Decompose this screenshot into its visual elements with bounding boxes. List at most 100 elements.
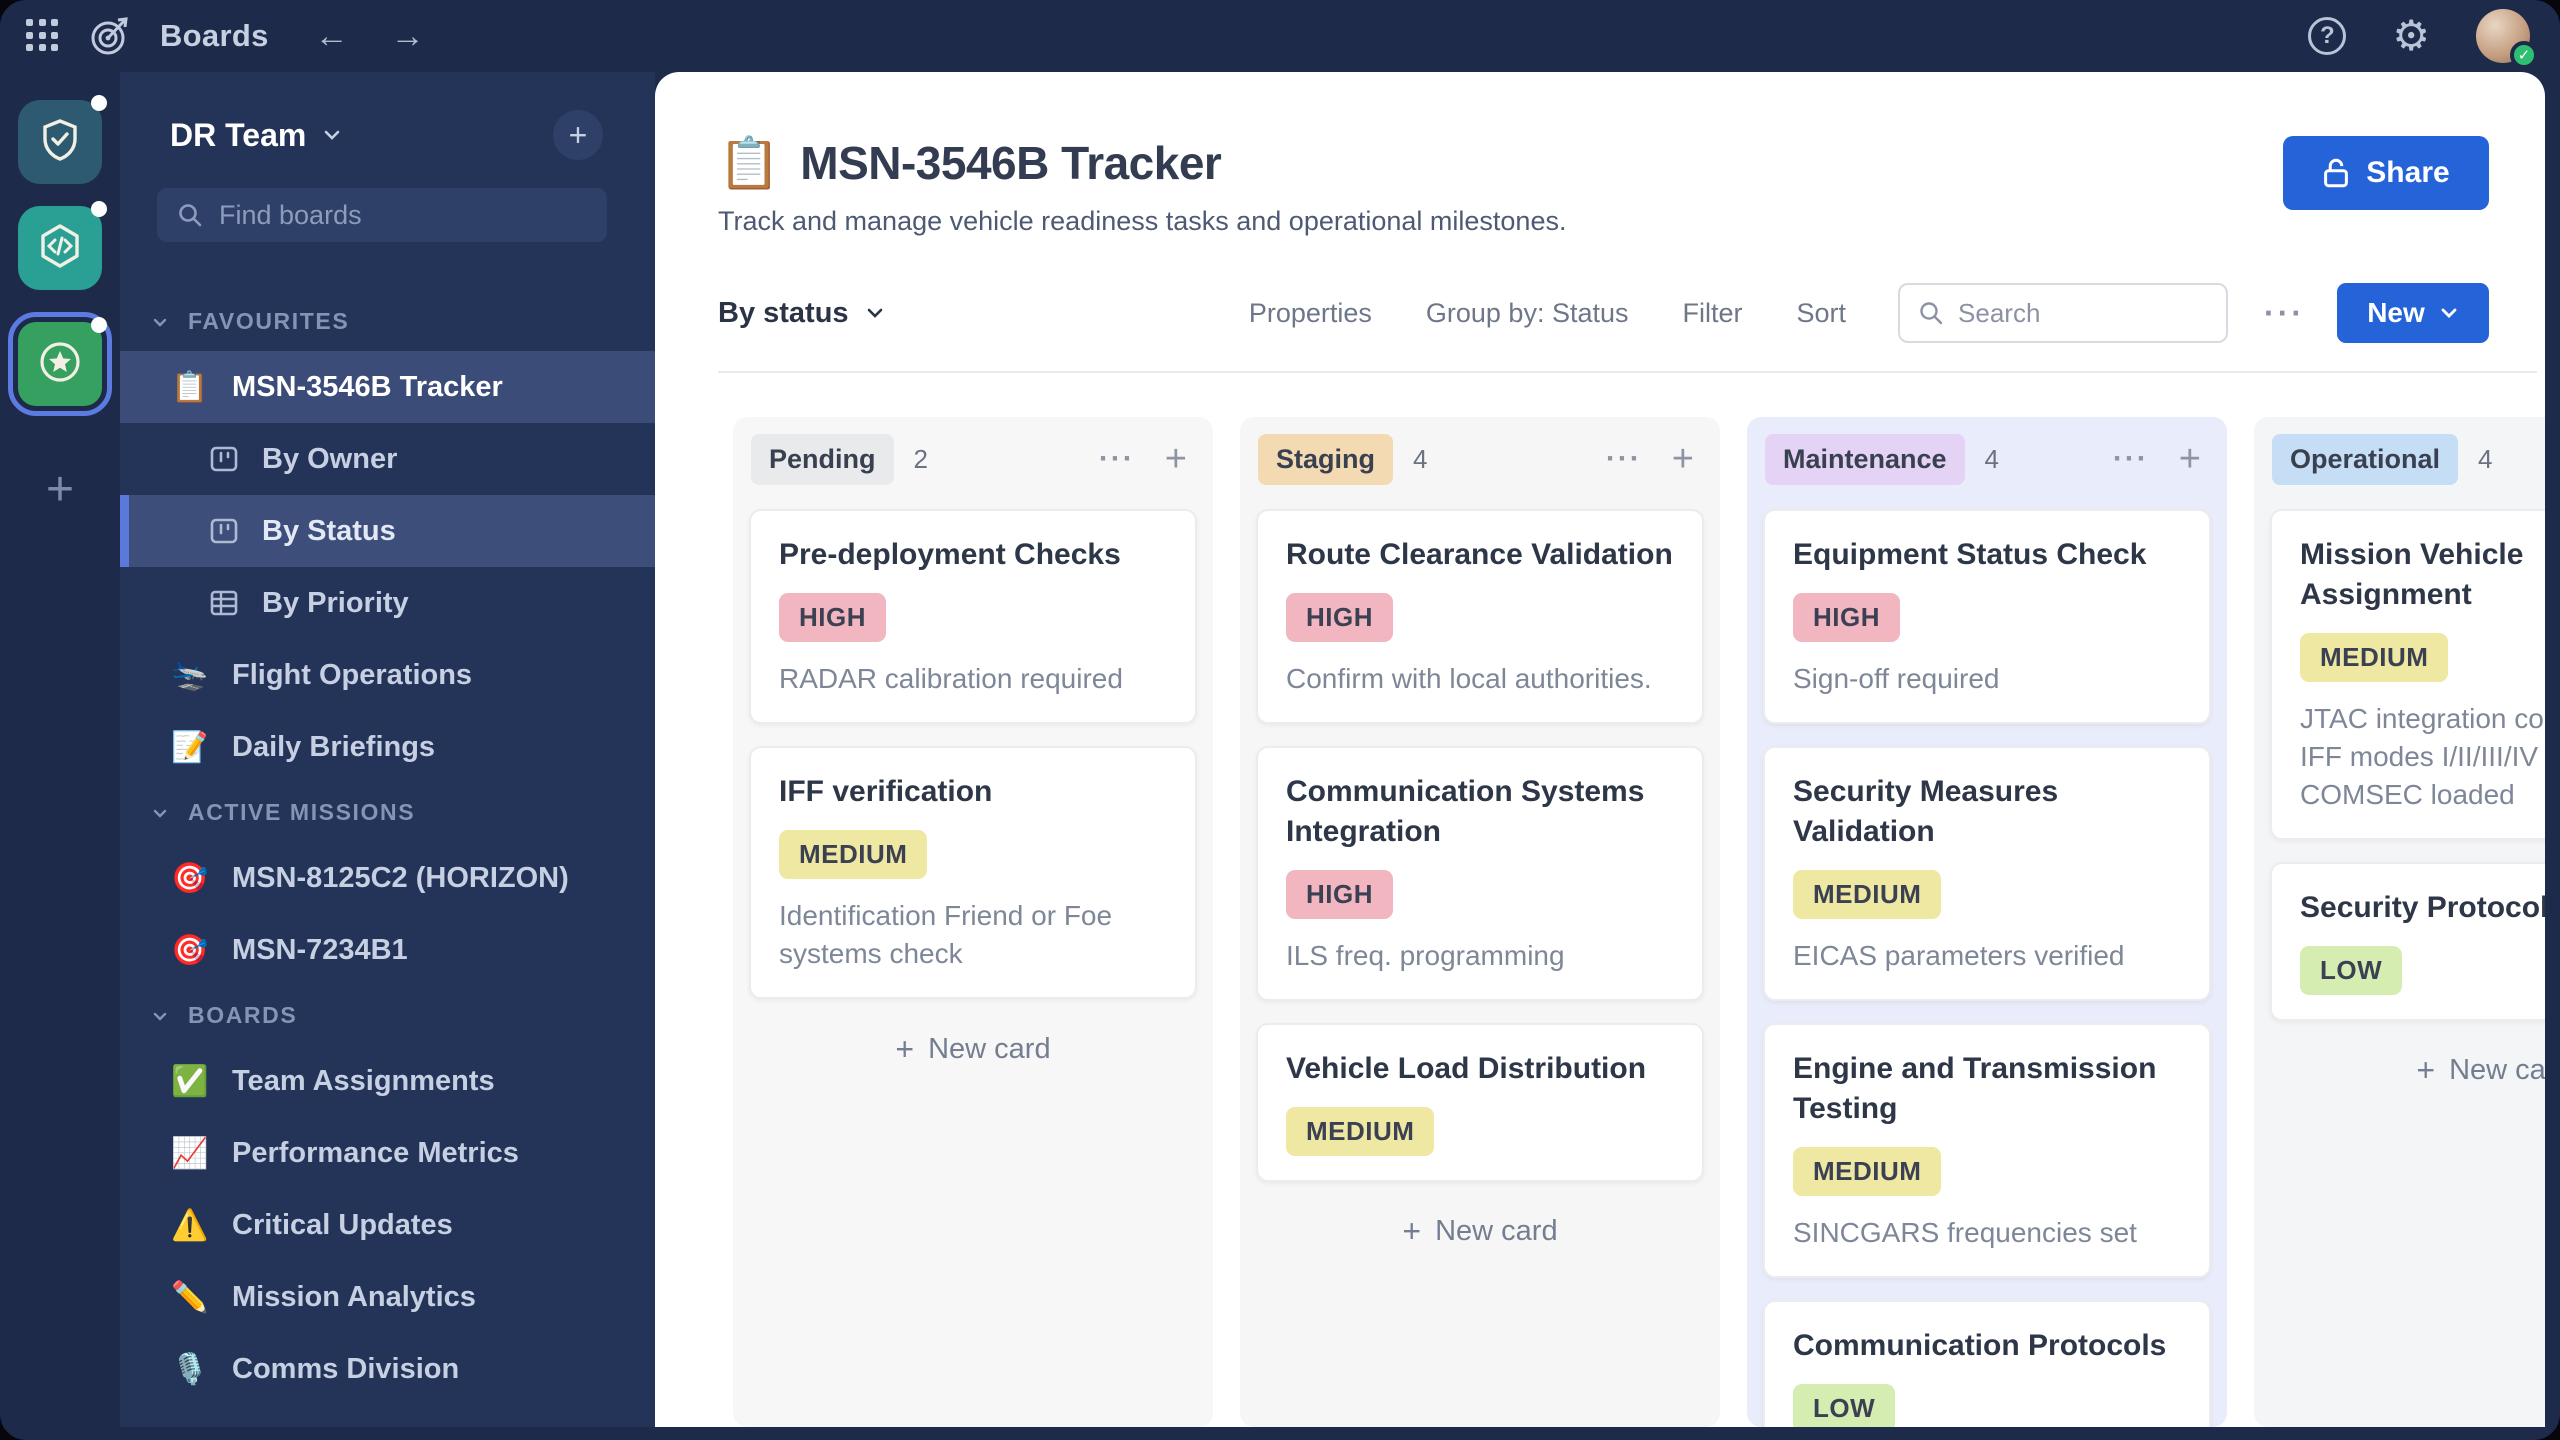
- workspace-name: DR Team: [170, 116, 307, 153]
- card-description: ILS freq. programming: [1286, 939, 1565, 971]
- priority-badge: HIGH: [1793, 592, 1900, 642]
- sidebar-item-team-assignments[interactable]: ✅ Team Assignments: [120, 1045, 655, 1117]
- new-button[interactable]: New: [2337, 283, 2489, 343]
- section-header-boards[interactable]: BOARDS: [120, 986, 655, 1045]
- back-arrow-button[interactable]: ←: [314, 17, 349, 55]
- column-add-card-button[interactable]: +: [1164, 438, 1187, 480]
- target-icon: 🎯: [171, 933, 209, 967]
- find-boards-input[interactable]: Find boards: [157, 188, 607, 242]
- app-grid-icon[interactable]: [26, 19, 60, 53]
- search-icon: [1920, 302, 1943, 325]
- sidebar-item-by-status[interactable]: By Status: [120, 495, 655, 567]
- workspace-button-star-workspace[interactable]: [8, 312, 112, 416]
- toolbar-link-properties[interactable]: Properties: [1248, 297, 1372, 328]
- clipboard-icon: 📋: [171, 370, 209, 404]
- card-description: JTAC integration completedIFF modes I/II…: [2300, 702, 2545, 810]
- workspace-button-code-workspace[interactable]: [18, 201, 107, 290]
- priority-badge: MEDIUM: [1793, 1146, 1942, 1196]
- column-header-actions: ··· +: [1606, 440, 1694, 478]
- plus-icon: +: [1402, 1213, 1422, 1250]
- card-title: Equipment Status Check: [1793, 538, 2147, 571]
- microphone-icon: 🎙️: [171, 1352, 209, 1386]
- chevron-down-icon: [153, 809, 167, 818]
- share-button[interactable]: Share: [2283, 136, 2489, 210]
- chart-icon: 📈: [171, 1136, 209, 1170]
- workspace-button-shield-workspace[interactable]: [18, 95, 107, 184]
- card[interactable]: Pre-deployment Checks HIGH RADAR calibrati…: [749, 509, 1197, 724]
- card[interactable]: Communication Systems Integration HIGH ILS…: [1256, 745, 1704, 1001]
- workspace-switcher[interactable]: DR Team: [170, 117, 342, 154]
- user-avatar[interactable]: ✓: [2476, 9, 2538, 69]
- notification-dot-badge: [91, 95, 107, 111]
- sidebar-item-msn-8125c2-horizon[interactable]: 🎯 MSN-8125C2 (HORIZON): [120, 842, 655, 914]
- new-card-button[interactable]: + New card: [1256, 1204, 1704, 1260]
- add-board-button[interactable]: +: [553, 110, 603, 160]
- chevron-down-icon: [325, 130, 340, 140]
- new-card-label: New card: [928, 1032, 1051, 1065]
- card[interactable]: Vehicle Load Distribution MEDIUM: [1256, 1022, 1704, 1182]
- column-menu-button[interactable]: ···: [1605, 442, 1642, 475]
- sidebar-item-by-priority[interactable]: By Priority: [120, 567, 655, 639]
- card-description: SINCGARS frequencies set: [1793, 1216, 2137, 1248]
- sidebar-item-msn-3546b-tracker[interactable]: 📋 MSN-3546B Tracker: [120, 351, 655, 423]
- column-header-staging: Staging 4 ··· +: [1256, 433, 1704, 485]
- toolbar-link-sort[interactable]: Sort: [1796, 297, 1847, 328]
- card[interactable]: Communication Protocols LOW: [1763, 1299, 2211, 1427]
- check-icon: ✅: [171, 1064, 209, 1098]
- search-input[interactable]: Search: [1898, 283, 2229, 343]
- column-add-card-button[interactable]: +: [2178, 438, 2201, 480]
- view-switcher[interactable]: By status: [718, 297, 885, 330]
- card[interactable]: Security Protocol Review LOW: [2270, 862, 2545, 1021]
- section-label: ACTIVE MISSIONS: [188, 799, 416, 825]
- toolbar-link-group-by-status[interactable]: Group by: Status: [1425, 297, 1629, 328]
- card-title: Route Clearance Validation: [1286, 538, 1673, 571]
- plane-icon: 🛬: [171, 658, 209, 692]
- column-card-count: 4: [1984, 443, 2000, 474]
- card-title: Engine and Transmission Testing: [1793, 1051, 2157, 1125]
- section-header-favourites[interactable]: FAVOURITES: [120, 292, 655, 351]
- star-circle-icon: [36, 338, 84, 391]
- sidebar-item-comms-division[interactable]: 🎙️ Comms Division: [120, 1333, 655, 1405]
- new-card-button[interactable]: + New card: [2270, 1043, 2545, 1099]
- topbar: Boards ← → ? ⚙ ✓: [0, 0, 2560, 72]
- lock-icon: [2324, 158, 2349, 188]
- sidebar-item-msn-7234b1[interactable]: 🎯 MSN-7234B1: [120, 914, 655, 986]
- sidebar-item-by-owner[interactable]: By Owner: [120, 423, 655, 495]
- more-options-button[interactable]: ···: [2264, 294, 2305, 331]
- toolbar-divider: [718, 371, 2537, 373]
- kanban-board: Pending 2 ··· + Pre-deployment Checks HIGH RAD…: [655, 417, 2545, 1427]
- card[interactable]: Route Clearance Validation HIGH Confirm wi…: [1256, 509, 1704, 724]
- card[interactable]: Equipment Status Check HIGH Sign-off requi…: [1763, 509, 2211, 724]
- column-card-count: 4: [1413, 443, 1428, 474]
- sidebar-item-flight-operations[interactable]: 🛬 Flight Operations: [120, 639, 655, 711]
- new-card-button[interactable]: + New card: [749, 1021, 1197, 1077]
- card[interactable]: Engine and Transmission Testing MEDIUM SIN…: [1763, 1022, 2211, 1278]
- card[interactable]: Mission Vehicle Assignment MEDIUM JTAC int…: [2270, 509, 2545, 841]
- app-title: Boards: [160, 18, 269, 53]
- priority-badge: MEDIUM: [1286, 1106, 1435, 1156]
- forward-arrow-button[interactable]: →: [390, 17, 425, 55]
- sidebar-item-daily-briefings[interactable]: 📝 Daily Briefings: [120, 711, 655, 783]
- card-description: Sign-off required: [1793, 662, 2000, 694]
- sidebar-item-label: Daily Briefings: [232, 730, 436, 763]
- sidebar-item-critical-updates[interactable]: ⚠️ Critical Updates: [120, 1189, 655, 1261]
- toolbar-link-filter[interactable]: Filter: [1682, 297, 1743, 328]
- section-header-active-missions[interactable]: ACTIVE MISSIONS: [120, 783, 655, 842]
- help-icon[interactable]: ?: [2308, 17, 2347, 55]
- card-title: Security Protocol Review: [2300, 891, 2545, 925]
- card-title: Security Measures Validation: [1793, 774, 2059, 848]
- card[interactable]: Security Measures Validation MEDIUM EICAS …: [1763, 745, 2211, 1001]
- memo-icon: 📝: [171, 730, 209, 764]
- card[interactable]: IFF verification MEDIUM Identification Fri…: [749, 745, 1197, 1000]
- settings-gear-icon[interactable]: ⚙: [2392, 12, 2430, 59]
- column-header-maintenance: Maintenance 4 ··· +: [1763, 433, 2211, 485]
- chevron-down-icon: [153, 318, 167, 327]
- add-workspace-button[interactable]: +: [45, 463, 75, 516]
- sidebar-item-performance-metrics[interactable]: 📈 Performance Metrics: [120, 1117, 655, 1189]
- sidebar: DR Team + Find boards FAVOURITES 📋 MSN-354…: [120, 72, 655, 1427]
- column-add-card-button[interactable]: +: [1671, 438, 1694, 480]
- sidebar-item-mission-analytics[interactable]: ✏️ Mission Analytics: [120, 1261, 655, 1333]
- priority-badge: LOW: [1793, 1383, 1896, 1427]
- column-menu-button[interactable]: ···: [1098, 442, 1135, 475]
- column-menu-button[interactable]: ···: [2112, 442, 2149, 475]
